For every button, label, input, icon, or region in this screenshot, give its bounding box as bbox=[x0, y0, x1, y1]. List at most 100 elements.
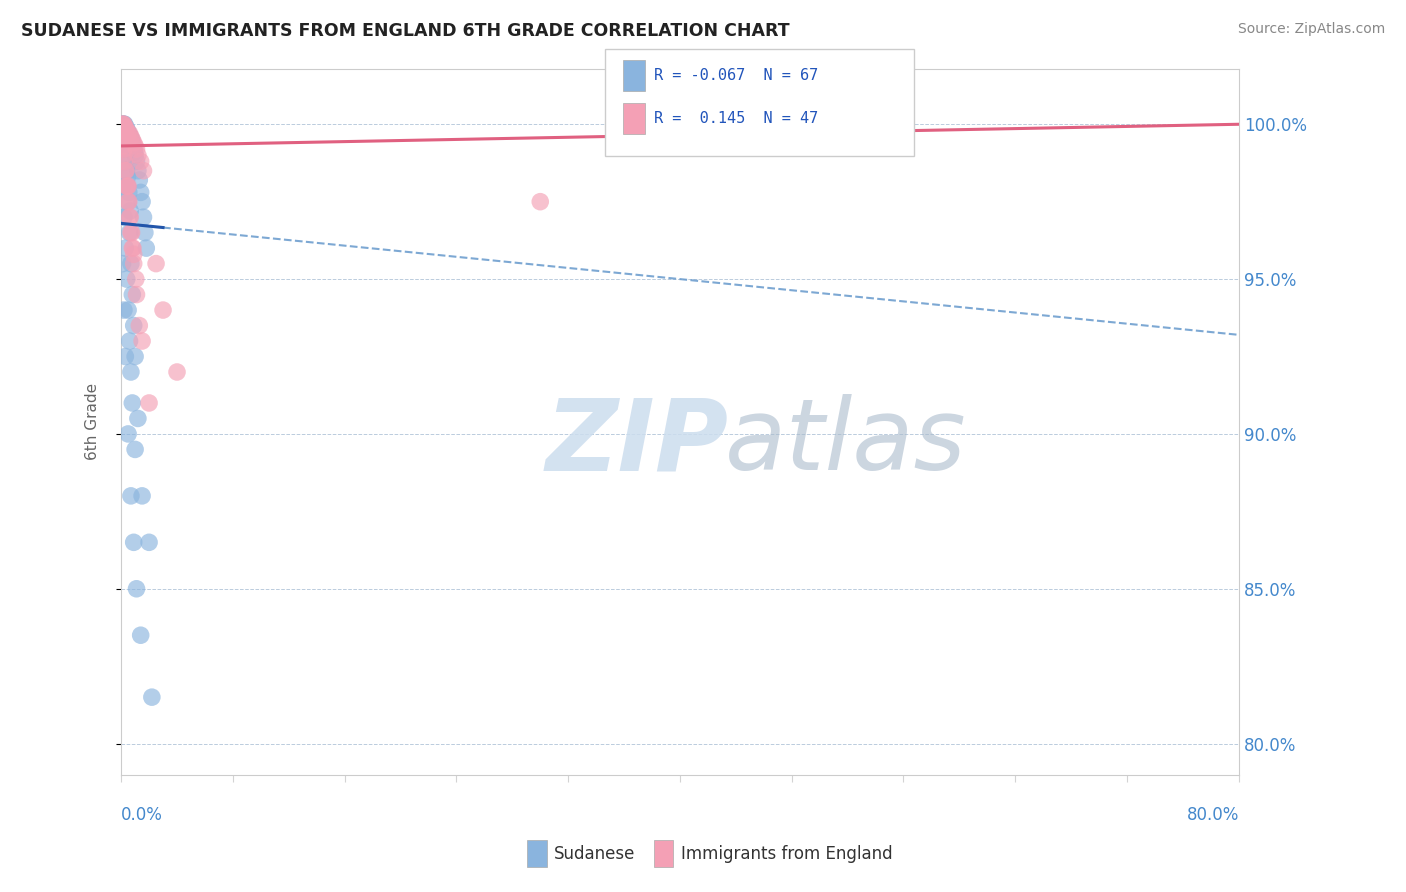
Point bbox=[128, 318, 150, 333]
Point bbox=[114, 163, 136, 178]
Text: R =  0.145  N = 47: R = 0.145 N = 47 bbox=[654, 111, 818, 126]
Point bbox=[112, 117, 135, 131]
Point bbox=[124, 148, 146, 162]
Text: 80.0%: 80.0% bbox=[1187, 806, 1239, 824]
Point bbox=[138, 396, 160, 410]
Point bbox=[120, 257, 142, 271]
Point bbox=[125, 142, 148, 156]
Point bbox=[121, 133, 143, 147]
Point bbox=[118, 186, 141, 200]
Point bbox=[121, 287, 143, 301]
Point bbox=[120, 133, 142, 147]
Point bbox=[122, 136, 145, 150]
Point bbox=[118, 210, 141, 224]
Point bbox=[121, 226, 143, 240]
Point bbox=[115, 120, 138, 135]
Point bbox=[134, 226, 156, 240]
Point bbox=[122, 535, 145, 549]
Point bbox=[114, 139, 136, 153]
Point bbox=[120, 489, 142, 503]
Point bbox=[112, 129, 135, 144]
Point bbox=[117, 303, 139, 318]
Point bbox=[118, 129, 141, 144]
Point bbox=[115, 163, 138, 178]
Point bbox=[124, 350, 146, 364]
Point bbox=[117, 194, 139, 209]
Point bbox=[118, 127, 141, 141]
Text: Sudanese: Sudanese bbox=[554, 845, 636, 863]
Point bbox=[125, 287, 148, 301]
Point bbox=[115, 123, 138, 137]
Point bbox=[118, 334, 141, 348]
Point bbox=[122, 139, 145, 153]
Text: SUDANESE VS IMMIGRANTS FROM ENGLAND 6TH GRADE CORRELATION CHART: SUDANESE VS IMMIGRANTS FROM ENGLAND 6TH … bbox=[21, 22, 790, 40]
Point bbox=[117, 123, 139, 137]
Point bbox=[122, 142, 145, 156]
Point bbox=[120, 129, 142, 144]
Point bbox=[131, 194, 153, 209]
Point bbox=[112, 117, 135, 131]
Point bbox=[145, 257, 167, 271]
Point bbox=[114, 120, 136, 135]
Point bbox=[111, 117, 134, 131]
Point bbox=[112, 127, 135, 141]
Point bbox=[117, 426, 139, 441]
Point bbox=[112, 303, 135, 318]
Point bbox=[152, 303, 174, 318]
Point bbox=[135, 241, 157, 255]
Point bbox=[115, 179, 138, 194]
Point bbox=[128, 173, 150, 187]
Text: atlas: atlas bbox=[724, 394, 966, 491]
Point bbox=[120, 365, 142, 379]
Point bbox=[125, 582, 148, 596]
Point bbox=[117, 179, 139, 194]
Point bbox=[122, 318, 145, 333]
Point bbox=[114, 241, 136, 255]
Point bbox=[120, 210, 142, 224]
Point bbox=[117, 127, 139, 141]
Point bbox=[127, 411, 149, 425]
Point bbox=[129, 154, 152, 169]
Point bbox=[114, 117, 136, 131]
Point bbox=[125, 154, 148, 169]
Point bbox=[121, 136, 143, 150]
Point bbox=[117, 179, 139, 194]
Point bbox=[529, 194, 551, 209]
Point bbox=[112, 210, 135, 224]
Point bbox=[111, 133, 134, 147]
Point bbox=[122, 247, 145, 261]
Point bbox=[115, 272, 138, 286]
Point bbox=[111, 179, 134, 194]
Point bbox=[121, 241, 143, 255]
Point bbox=[129, 186, 152, 200]
Point bbox=[114, 120, 136, 135]
Point bbox=[112, 142, 135, 156]
Point bbox=[115, 123, 138, 137]
Point bbox=[124, 145, 146, 160]
Point bbox=[114, 154, 136, 169]
Point bbox=[129, 628, 152, 642]
Point bbox=[112, 148, 135, 162]
Point bbox=[112, 139, 135, 153]
Point bbox=[121, 396, 143, 410]
Point bbox=[115, 148, 138, 162]
Point bbox=[118, 127, 141, 141]
Text: 0.0%: 0.0% bbox=[121, 806, 163, 824]
Point bbox=[166, 365, 188, 379]
Point bbox=[120, 204, 142, 219]
Point bbox=[114, 133, 136, 147]
Point bbox=[138, 535, 160, 549]
Point bbox=[111, 129, 134, 144]
Point bbox=[117, 127, 139, 141]
Point bbox=[112, 117, 135, 131]
Point bbox=[117, 169, 139, 184]
Point bbox=[132, 163, 155, 178]
Text: Source: ZipAtlas.com: Source: ZipAtlas.com bbox=[1237, 22, 1385, 37]
Point bbox=[114, 154, 136, 169]
Point bbox=[124, 442, 146, 457]
Point bbox=[114, 120, 136, 135]
Point bbox=[118, 194, 141, 209]
Point bbox=[120, 226, 142, 240]
Point bbox=[127, 148, 149, 162]
Point bbox=[141, 690, 163, 705]
